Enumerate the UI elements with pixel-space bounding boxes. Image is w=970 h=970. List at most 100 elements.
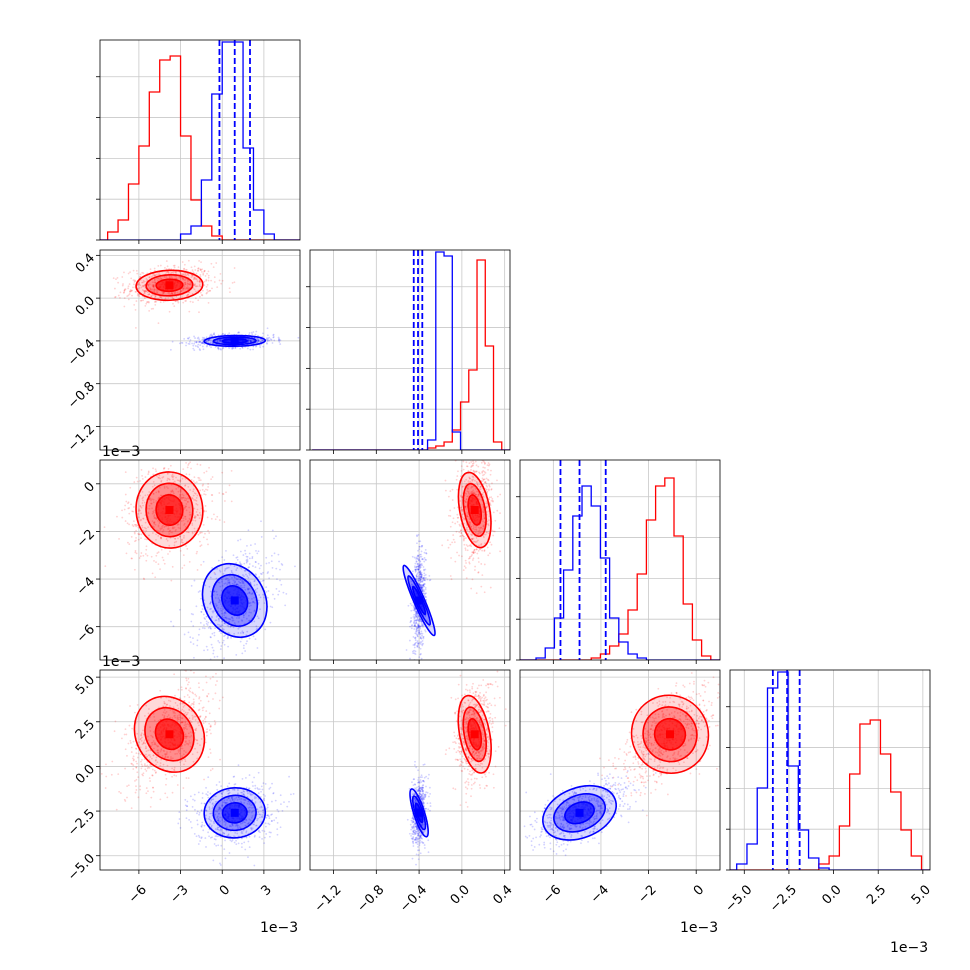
sample-point <box>158 271 161 274</box>
sample-point <box>197 633 200 636</box>
sample-point <box>421 624 424 627</box>
sample-point <box>248 332 251 334</box>
sample-point <box>249 604 252 607</box>
sample-point <box>236 578 239 581</box>
sample-point <box>265 562 268 565</box>
sample-point <box>177 537 179 540</box>
sample-point <box>163 526 166 529</box>
sample-point <box>473 540 476 543</box>
sample-point <box>159 264 162 267</box>
sample-point <box>417 642 420 645</box>
sample-point <box>163 562 166 565</box>
sample-point <box>262 593 264 596</box>
sample-point <box>216 604 218 607</box>
sample-point <box>422 583 425 586</box>
sample-point <box>192 488 195 491</box>
sample-point <box>243 562 246 565</box>
sample-point <box>154 743 157 746</box>
sample-point <box>140 286 143 289</box>
sample-point <box>221 471 224 474</box>
sample-point <box>462 535 465 538</box>
sample-point <box>486 485 489 488</box>
sample-point <box>151 532 154 534</box>
sample-point <box>184 283 187 286</box>
sample-point <box>424 595 427 598</box>
sample-point <box>198 280 201 282</box>
sample-point <box>476 495 479 498</box>
sample-point <box>217 347 220 350</box>
sample-point <box>188 511 191 514</box>
sample-point <box>124 767 126 770</box>
sample-point <box>184 497 187 499</box>
sample-point <box>170 490 172 493</box>
sample-point <box>184 506 187 509</box>
sample-point <box>482 525 485 528</box>
sample-point <box>228 332 231 335</box>
sample-point <box>167 487 169 490</box>
sample-point <box>202 341 204 344</box>
sample-point <box>486 531 488 534</box>
sample-point <box>190 734 193 737</box>
sample-point <box>246 592 249 595</box>
density-peak <box>165 281 174 290</box>
sample-point <box>175 271 178 274</box>
sample-point <box>464 501 467 503</box>
sample-point <box>139 519 142 522</box>
sample-point <box>142 517 145 520</box>
sample-point <box>243 586 246 589</box>
sample-point <box>472 537 475 540</box>
sample-point <box>157 490 160 493</box>
sample-point <box>140 733 143 736</box>
sample-point <box>202 689 204 691</box>
sample-point <box>185 268 188 271</box>
sample-point <box>207 270 210 273</box>
sample-point <box>192 637 194 640</box>
sample-point <box>181 721 184 724</box>
sample-point <box>213 590 216 593</box>
sample-point <box>422 584 425 587</box>
sample-point <box>154 759 157 762</box>
sample-point <box>418 557 421 560</box>
sample-point <box>239 563 242 565</box>
sample-point <box>144 453 146 455</box>
sample-point <box>477 561 480 563</box>
sample-point <box>242 614 245 617</box>
sample-point <box>478 471 480 474</box>
sample-point <box>129 486 132 489</box>
sample-point <box>206 624 209 626</box>
sample-point <box>171 717 174 719</box>
sample-point <box>250 340 253 343</box>
sample-point <box>232 554 235 557</box>
sample-point <box>477 493 479 496</box>
sample-point <box>142 504 144 507</box>
sample-point <box>415 631 418 633</box>
sample-point <box>154 742 157 745</box>
sample-point <box>251 661 253 663</box>
sample-point <box>187 342 190 345</box>
sample-point <box>239 640 242 643</box>
sample-point <box>152 467 154 470</box>
sample-point <box>186 683 189 686</box>
sample-point <box>256 615 259 618</box>
sample-point <box>205 285 208 288</box>
sample-point <box>205 710 208 712</box>
sample-point <box>150 295 153 297</box>
sample-point <box>152 285 155 288</box>
sample-point <box>201 484 204 487</box>
sample-point <box>418 620 421 622</box>
sample-point <box>158 476 160 479</box>
sample-point <box>411 604 413 607</box>
sample-point <box>415 574 418 577</box>
sample-point <box>488 552 491 555</box>
sample-point <box>199 340 201 343</box>
sample-point <box>250 340 252 343</box>
sample-point <box>249 581 252 584</box>
sample-point <box>138 741 141 744</box>
sample-point <box>422 583 425 586</box>
sample-point <box>183 524 185 526</box>
sample-point <box>265 586 268 589</box>
sample-point <box>201 488 204 491</box>
sample-point <box>188 723 190 726</box>
sample-point <box>157 490 160 493</box>
sample-point <box>194 340 196 343</box>
